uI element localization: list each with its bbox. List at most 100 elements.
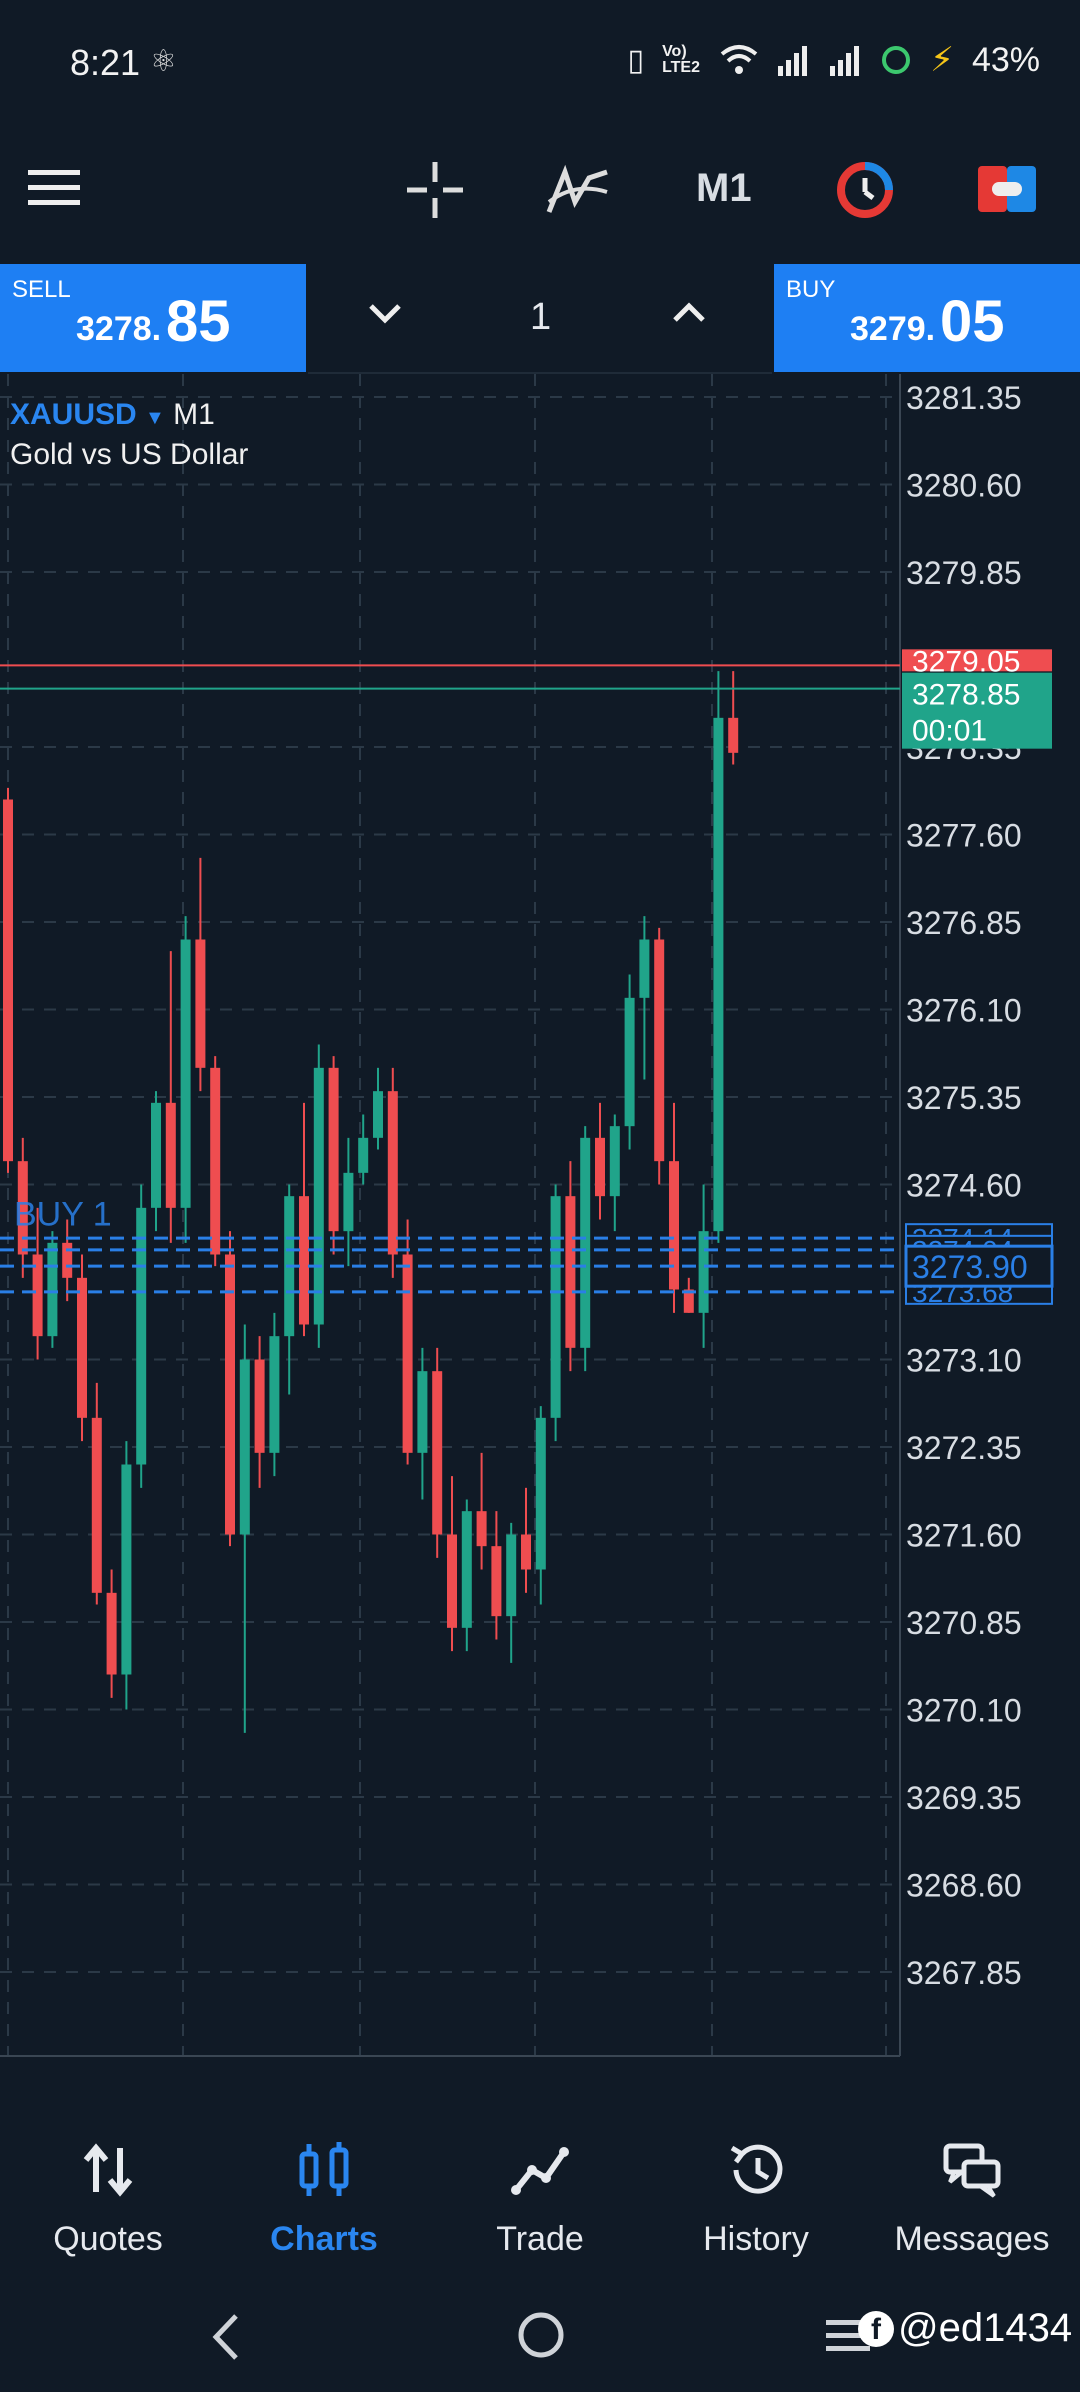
facebook-logo-icon: f bbox=[858, 2310, 894, 2347]
candle-body bbox=[624, 997, 635, 1127]
nav-label-messages: Messages bbox=[894, 2220, 1050, 2258]
price-axis-label: 3280.60 bbox=[906, 468, 1022, 504]
price-axis-label: 3274.60 bbox=[906, 1168, 1022, 1204]
candle-body bbox=[550, 1196, 561, 1418]
bid-price-tag: 3278.85 bbox=[912, 679, 1020, 712]
candle-body bbox=[609, 1126, 620, 1197]
candle-body bbox=[239, 1359, 250, 1535]
candle-body bbox=[683, 1289, 694, 1313]
candle-body bbox=[402, 1254, 413, 1453]
time-axis-label: 12 May 06:04 bbox=[536, 2063, 730, 2064]
volume-decrease-icon[interactable] bbox=[368, 302, 402, 326]
one-click-trade-bar: SELL 3278. 85 1 BUY 3279. 05 bbox=[0, 264, 1080, 374]
position-price-tag-bg bbox=[904, 1244, 1054, 1288]
candle-body bbox=[639, 939, 650, 998]
order-label: BUY 1 bbox=[14, 1195, 112, 1233]
candle-body bbox=[254, 1359, 265, 1453]
quotes-icon bbox=[83, 2143, 133, 2197]
nav-label-quotes: Quotes bbox=[53, 2220, 163, 2258]
candle-body bbox=[417, 1371, 428, 1453]
candle-body bbox=[151, 1102, 161, 1208]
trade-mode-icon[interactable] bbox=[978, 166, 1036, 212]
time-axis-label: 12 May 05:16 bbox=[8, 2063, 202, 2064]
home-icon[interactable] bbox=[516, 2310, 566, 2360]
nav-quotes[interactable]: Quotes bbox=[0, 2110, 216, 2280]
messages-icon bbox=[943, 2143, 1001, 2198]
candle-body bbox=[432, 1371, 443, 1535]
watermark: f @ed1434 bbox=[858, 2306, 1072, 2351]
volume-value[interactable]: 1 bbox=[530, 296, 552, 338]
status-icons: ▯ Vo) LTE2 ⚡ 43% bbox=[628, 40, 1040, 80]
price-axis-label: 3267.85 bbox=[906, 1955, 1022, 1991]
price-axis-label: 3279.85 bbox=[906, 555, 1022, 591]
candle-body bbox=[669, 1161, 679, 1290]
status-bar: 8:21 ⚛ ▯ Vo) LTE2 ⚡ 43% bbox=[0, 0, 1080, 130]
crosshair-icon[interactable] bbox=[405, 160, 465, 220]
volume-increase-icon[interactable] bbox=[672, 300, 706, 324]
charts-icon bbox=[299, 2142, 349, 2196]
trade-icon bbox=[511, 2147, 569, 2195]
candle-body bbox=[358, 1137, 369, 1173]
price-axis-label: 3277.60 bbox=[906, 818, 1022, 854]
candle-body bbox=[491, 1546, 502, 1617]
candle-body bbox=[106, 1592, 117, 1675]
indicators-icon[interactable] bbox=[545, 162, 611, 218]
sell-price-small: 3278. bbox=[76, 310, 162, 348]
candle-body bbox=[91, 1417, 102, 1593]
battery-percent: 43% bbox=[971, 40, 1040, 79]
nav-messages[interactable]: Messages bbox=[864, 2110, 1080, 2280]
vibrate-icon: ▯ bbox=[627, 43, 645, 77]
candle-body bbox=[447, 1534, 457, 1628]
time-axis-label: 12 May 05:40 bbox=[272, 2063, 466, 2064]
candle-body bbox=[565, 1196, 576, 1348]
back-icon[interactable] bbox=[208, 2312, 242, 2362]
candle-body bbox=[225, 1254, 235, 1535]
price-axis-label: 3273.10 bbox=[906, 1343, 1022, 1379]
candle-body bbox=[180, 939, 191, 1208]
sell-button[interactable]: SELL 3278. 85 bbox=[0, 264, 306, 372]
wifi-icon bbox=[720, 45, 758, 74]
candle-body bbox=[506, 1534, 517, 1617]
chart-toolbar: M1 bbox=[0, 130, 1080, 260]
system-navigation-bar: f @ed1434 bbox=[0, 2280, 1080, 2392]
price-axis-label: 3269.35 bbox=[906, 1780, 1022, 1816]
candle-body bbox=[121, 1464, 132, 1675]
candle-body bbox=[269, 1336, 280, 1453]
signal-icon-2 bbox=[830, 46, 860, 76]
candle-body bbox=[136, 1207, 147, 1465]
buy-label: BUY bbox=[786, 276, 836, 303]
signal-icon-1 bbox=[778, 46, 808, 76]
price-chart[interactable]: BUY 13281.353280.603279.853278.353277.60… bbox=[0, 374, 1080, 2064]
history-icon bbox=[730, 2144, 783, 2194]
color-scheme-icon[interactable] bbox=[835, 160, 895, 220]
circle-status-icon bbox=[882, 46, 911, 74]
symbol-description: Gold vs US Dollar bbox=[10, 438, 249, 471]
nav-label-trade: Trade bbox=[496, 2220, 584, 2258]
candle-body bbox=[210, 1067, 221, 1255]
candle-body bbox=[165, 1102, 176, 1208]
nav-history[interactable]: History bbox=[648, 2110, 864, 2280]
nav-charts[interactable]: Charts bbox=[216, 2110, 432, 2280]
price-axis-label: 3268.60 bbox=[906, 1868, 1022, 1904]
timeframe-button[interactable]: M1 bbox=[696, 166, 752, 210]
watermark-handle: @ed1434 bbox=[898, 2306, 1073, 2350]
ask-price-tag-bg bbox=[902, 649, 1052, 672]
candle-body bbox=[387, 1091, 398, 1255]
recents-icon[interactable] bbox=[826, 2316, 870, 2356]
menu-icon[interactable] bbox=[28, 168, 80, 208]
candle-body bbox=[313, 1067, 324, 1325]
candle-body bbox=[32, 1254, 43, 1337]
bottom-navigation: Quotes Charts Trade History Messages bbox=[0, 2110, 1080, 2280]
candle-body bbox=[47, 1242, 58, 1337]
nav-trade[interactable]: Trade bbox=[432, 2110, 648, 2280]
battery-charging-icon: ⚡ bbox=[930, 41, 954, 79]
candle-body bbox=[654, 939, 665, 1162]
candle-body bbox=[195, 939, 206, 1068]
price-axis-label: 3276.10 bbox=[906, 993, 1022, 1029]
buy-button[interactable]: BUY 3279. 05 bbox=[774, 264, 1080, 372]
candle-body bbox=[299, 1196, 309, 1325]
symbol-selector[interactable]: XAUUSD ▼ M1 bbox=[10, 398, 215, 432]
candlestick-chart[interactable]: BUY 13281.353280.603279.853278.353277.60… bbox=[0, 374, 1080, 2064]
candle-body bbox=[373, 1091, 383, 1138]
price-axis-label: 3275.35 bbox=[906, 1080, 1022, 1116]
